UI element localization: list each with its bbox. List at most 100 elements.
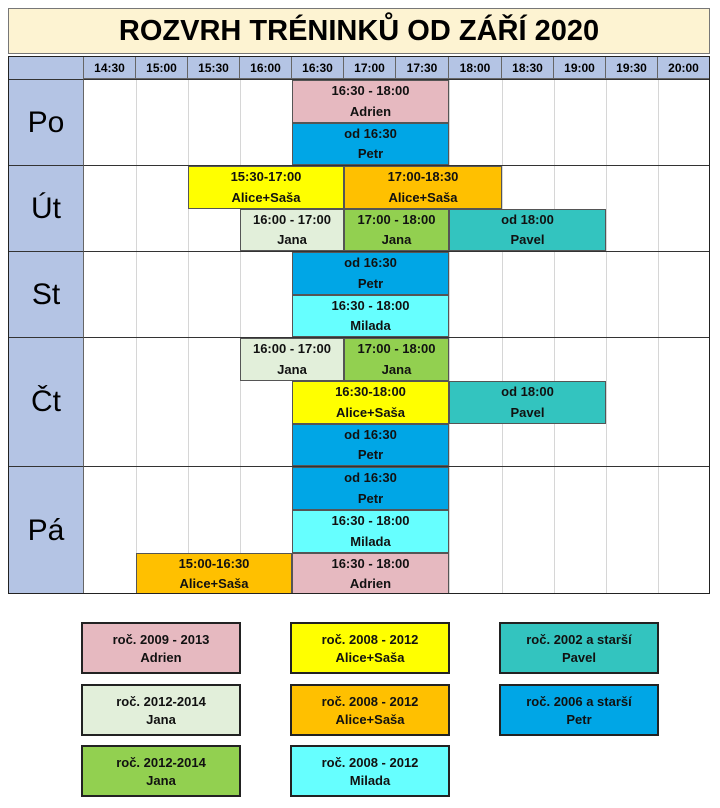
grid-line xyxy=(606,79,607,593)
legend-item: roč. 2006 a starší Petr xyxy=(499,684,659,736)
legend-coach: Petr xyxy=(566,711,592,727)
block-coach: Alice+Saša xyxy=(179,575,249,591)
training-block[interactable]: od 16:30 Petr xyxy=(292,252,449,295)
legend-item: roč. 2009 - 2013 Adrien xyxy=(81,622,241,674)
training-block[interactable]: 15:30-17:00 Alice+Saša xyxy=(188,166,344,209)
legend-years: roč. 2012-2014 xyxy=(116,693,206,709)
day-label-st: St xyxy=(9,251,84,337)
training-block[interactable]: od 18:00 Pavel xyxy=(449,381,606,424)
block-coach: Adrien xyxy=(349,103,392,119)
legend-item: roč. 2008 - 2012 Milada xyxy=(290,745,450,797)
time-header: 18:00 xyxy=(449,57,502,79)
legend-coach: Alice+Saša xyxy=(335,711,405,727)
row-separator xyxy=(9,251,709,252)
training-block[interactable]: od 16:30 Petr xyxy=(292,123,449,165)
block-coach: Alice+Saša xyxy=(335,404,406,420)
training-block[interactable]: od 18:00 Pavel xyxy=(449,209,606,251)
day-label-po: Po xyxy=(9,79,84,165)
training-block[interactable]: 17:00-18:30 Alice+Saša xyxy=(344,166,502,209)
time-header: 15:30 xyxy=(188,57,240,79)
block-time: 17:00 - 18:00 xyxy=(357,211,436,227)
header-corner xyxy=(9,57,84,79)
block-time: 16:30-18:00 xyxy=(335,384,406,400)
legend-coach: Milada xyxy=(349,772,391,788)
training-block[interactable]: 16:30 - 18:00 Adrien xyxy=(292,553,449,593)
row-separator xyxy=(9,466,709,467)
block-coach: Alice+Saša xyxy=(231,189,301,205)
time-header: 19:00 xyxy=(554,57,606,79)
grid-line xyxy=(136,79,137,593)
legend-coach: Adrien xyxy=(140,649,182,665)
time-header: 17:30 xyxy=(396,57,449,79)
legend-years: roč. 2008 - 2012 xyxy=(321,754,419,770)
legend-years: roč. 2002 a starší xyxy=(526,631,632,647)
grid-line xyxy=(658,79,659,593)
training-block[interactable]: 16:30-18:00 Alice+Saša xyxy=(292,381,449,424)
block-coach: Pavel xyxy=(510,231,545,247)
legend-coach: Pavel xyxy=(562,649,596,665)
training-block[interactable]: od 16:30 Petr xyxy=(292,467,449,510)
block-time: 16:00 - 17:00 xyxy=(252,341,332,357)
training-block[interactable]: 16:30 - 18:00 Milada xyxy=(292,295,449,337)
legend-item: roč. 2002 a starší Pavel xyxy=(499,622,659,674)
grid-line xyxy=(554,79,555,593)
block-time: od 16:30 xyxy=(344,255,397,271)
block-time: 17:00 - 18:00 xyxy=(357,341,436,357)
block-time: 16:30 - 18:00 xyxy=(331,555,410,571)
legend-item: roč. 2008 - 2012 Alice+Saša xyxy=(290,684,450,736)
block-time: 16:30 - 18:00 xyxy=(331,513,410,529)
legend-item: roč. 2012-2014 Jana xyxy=(81,684,241,736)
legend-item: roč. 2012-2014 Jana xyxy=(81,745,241,797)
training-block[interactable]: 16:00 - 17:00 Jana xyxy=(240,209,344,251)
legend-coach: Jana xyxy=(146,711,176,727)
legend-years: roč. 2009 - 2013 xyxy=(112,631,210,647)
block-time: 16:30 - 18:00 xyxy=(331,83,410,99)
time-header: 14:30 xyxy=(84,57,136,79)
legend-years: roč. 2008 - 2012 xyxy=(321,693,419,709)
training-block[interactable]: 17:00 - 18:00 Jana xyxy=(344,338,449,381)
grid-line xyxy=(502,79,503,593)
training-block[interactable]: od 16:30 Petr xyxy=(292,424,449,466)
block-coach: Petr xyxy=(357,490,384,506)
training-block[interactable]: 16:30 - 18:00 Adrien xyxy=(292,80,449,123)
day-label-pa: Pá xyxy=(9,466,84,593)
training-block[interactable]: 16:00 - 17:00 Jana xyxy=(240,338,344,381)
time-header: 20:00 xyxy=(658,57,709,79)
time-header: 16:00 xyxy=(240,57,292,79)
block-time: od 16:30 xyxy=(344,470,397,486)
training-block[interactable]: 16:30 - 18:00 Milada xyxy=(292,510,449,553)
block-time: 17:00-18:30 xyxy=(387,169,459,185)
block-time: 15:00-16:30 xyxy=(178,555,250,571)
block-time: 16:30 - 18:00 xyxy=(331,297,410,313)
training-block[interactable]: 15:00-16:30 Alice+Saša xyxy=(136,553,292,593)
legend-item: roč. 2008 - 2012 Alice+Saša xyxy=(290,622,450,674)
grid-line xyxy=(188,79,189,593)
legend-coach: Alice+Saša xyxy=(335,649,405,665)
block-coach: Petr xyxy=(357,446,384,462)
legend-coach: Jana xyxy=(146,772,176,788)
time-header: 17:00 xyxy=(344,57,396,79)
legend-years: roč. 2006 a starší xyxy=(526,693,632,709)
block-coach: Milada xyxy=(350,533,391,549)
grid-line xyxy=(240,79,241,593)
block-time: od 18:00 xyxy=(501,211,554,227)
row-separator xyxy=(9,165,709,166)
block-coach: Pavel xyxy=(510,404,545,420)
training-block[interactable]: 17:00 - 18:00 Jana xyxy=(344,209,449,251)
block-coach: Petr xyxy=(357,145,384,161)
time-header: 16:30 xyxy=(292,57,344,79)
day-label-ct: Čt xyxy=(9,337,84,466)
legend-years: roč. 2008 - 2012 xyxy=(321,631,419,647)
block-coach: Petr xyxy=(357,275,384,291)
block-time: od 16:30 xyxy=(344,125,397,141)
block-coach: Alice+Saša xyxy=(388,189,458,205)
block-coach: Milada xyxy=(350,317,391,333)
time-header: 15:00 xyxy=(136,57,188,79)
legend-years: roč. 2012-2014 xyxy=(116,754,206,770)
page-title: ROZVRH TRÉNINKŮ OD ZÁŘÍ 2020 xyxy=(8,8,710,54)
day-label-ut: Út xyxy=(9,165,84,251)
block-coach: Jana xyxy=(277,361,307,377)
schedule-grid: 14:30 15:00 15:30 16:00 16:30 17:00 17:3… xyxy=(8,56,710,594)
block-coach: Jana xyxy=(277,231,307,247)
block-time: od 18:00 xyxy=(501,384,554,400)
